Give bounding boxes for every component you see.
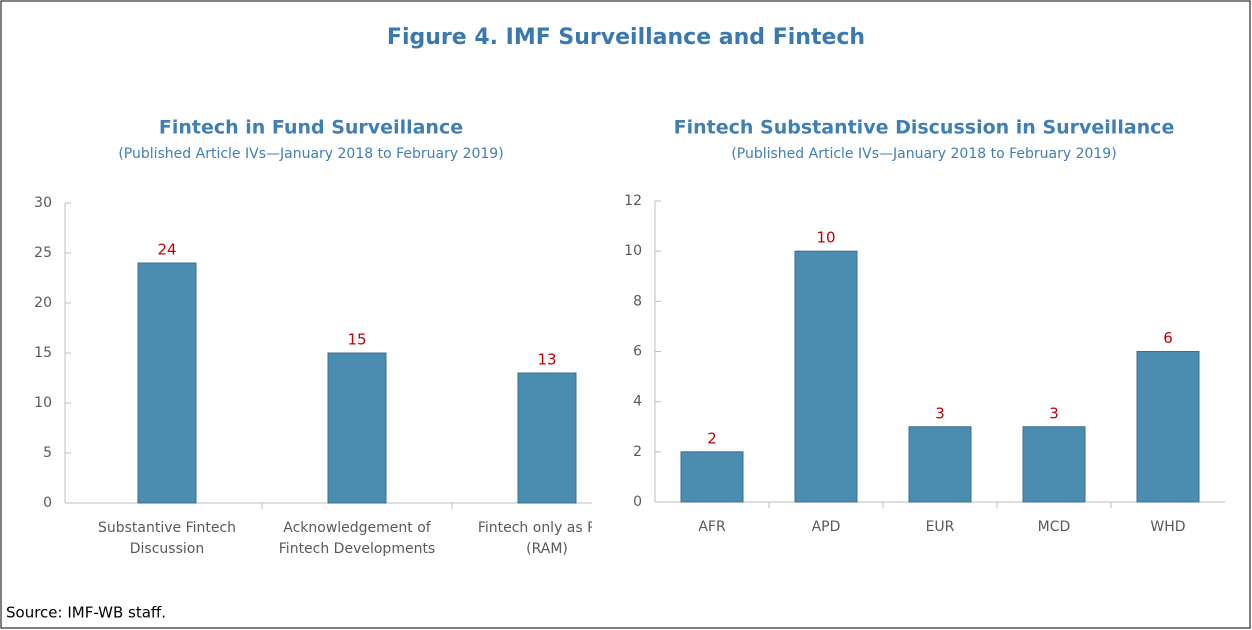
value-label: 10 [816, 229, 835, 247]
y-tick-label: 2 [633, 444, 642, 460]
y-tick-label: 4 [633, 394, 642, 410]
y-tick-label: 20 [34, 295, 52, 311]
bar [794, 250, 858, 503]
value-label: 24 [157, 241, 176, 259]
x-tick-label: WHD [1150, 519, 1186, 535]
y-tick-label: 8 [633, 293, 642, 309]
x-tick-label: Acknowledgement of Fintech Developments [278, 520, 436, 557]
bar [517, 372, 577, 504]
y-tick-label: 30 [34, 195, 52, 211]
bar [137, 262, 197, 504]
label-area: AFR APD EUR MCD WHD [698, 519, 1186, 535]
value-label: 2 [707, 429, 717, 447]
x-tick-label: APD [811, 519, 841, 535]
y-tick-label: 5 [43, 445, 52, 461]
value-label: 6 [1163, 329, 1173, 347]
bar [327, 352, 387, 504]
y-tick-label: 12 [624, 193, 642, 209]
y-tick-label: 10 [624, 243, 642, 259]
chart-1: Fintech Substantive Discussion in Survei… [624, 117, 1225, 510]
y-tick-label: 10 [34, 395, 52, 411]
figure-title: Figure 4. IMF Surveillance and Fintech [387, 25, 865, 50]
x-tick-label: Fintech only as Risk (RAM) [477, 520, 592, 557]
bar [1136, 351, 1200, 503]
bar [908, 426, 972, 503]
chart-title: Fintech in Fund Surveillance [159, 117, 463, 139]
value-label: 3 [1049, 404, 1059, 422]
y-tick-label: 0 [633, 494, 642, 510]
bar [680, 451, 744, 503]
value-label: 3 [935, 404, 945, 422]
source: Source: IMF-WB staff. [6, 604, 166, 622]
bar [1022, 426, 1086, 503]
value-label: 15 [347, 331, 366, 349]
chart-subtitle: (Published Article IVs—January 2018 to F… [118, 146, 503, 162]
chart-subtitle: (Published Article IVs—January 2018 to F… [731, 146, 1116, 162]
x-tick-label: AFR [698, 519, 726, 535]
chart-title: Fintech Substantive Discussion in Survei… [674, 117, 1175, 139]
x-tick-label: MCD [1037, 519, 1071, 535]
label-area: Substantive Fintech Discussion Acknowledg… [0, 0, 592, 630]
y-tick-label: 15 [34, 345, 52, 361]
y-tick-label: 25 [34, 245, 52, 261]
y-tick-label: 6 [633, 344, 642, 360]
y-tick-label: 0 [43, 495, 52, 511]
value-label: 13 [537, 351, 556, 369]
x-tick-label: Substantive Fintech Discussion [97, 520, 237, 557]
x-tick-label: EUR [925, 519, 955, 535]
chart-0: Fintech in Fund Surveillance (Published A… [34, 117, 592, 511]
